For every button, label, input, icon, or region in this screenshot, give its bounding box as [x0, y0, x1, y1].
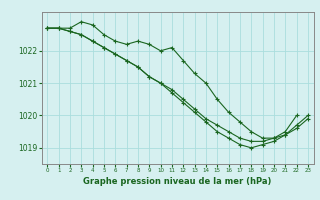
- X-axis label: Graphe pression niveau de la mer (hPa): Graphe pression niveau de la mer (hPa): [84, 177, 272, 186]
